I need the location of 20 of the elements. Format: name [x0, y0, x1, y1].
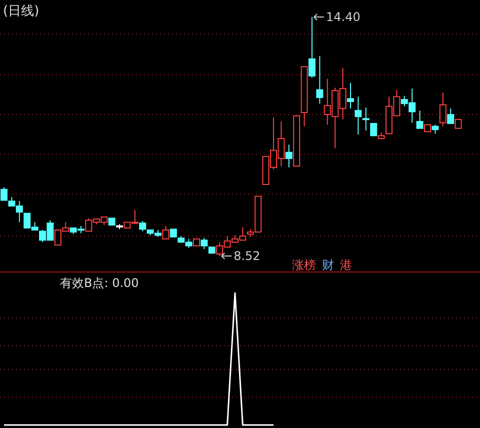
candlestick [416, 110, 424, 129]
candlestick [200, 238, 208, 250]
candlestick [285, 144, 292, 168]
candlestick [308, 16, 316, 78]
candlestick [354, 96, 362, 135]
annotation: 8.52 [234, 249, 260, 263]
chart-title: (日线) [3, 4, 40, 19]
candlestick [447, 108, 454, 124]
annotation: 14.40 [326, 10, 360, 24]
candlestick [316, 56, 324, 104]
candlestick [162, 225, 170, 240]
candlestick [347, 82, 354, 109]
candlestick [139, 220, 146, 232]
candlestick [370, 122, 378, 136]
text: 涨榜 [292, 258, 316, 272]
text: 财 [322, 258, 334, 272]
chart-title: 有效B点: 0.00 [60, 276, 139, 290]
candlestick [439, 92, 446, 127]
text: 港 [340, 258, 352, 272]
candlestick [362, 107, 370, 131]
